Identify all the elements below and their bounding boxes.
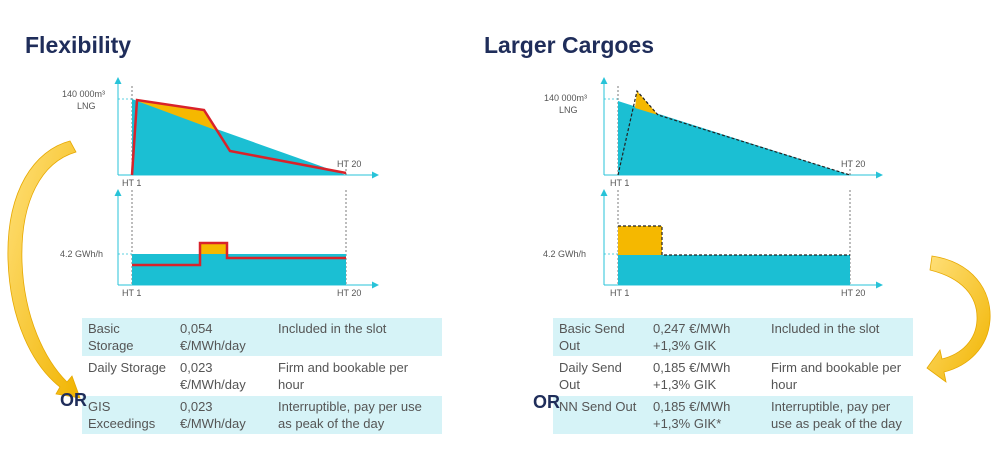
table-row: Daily Storage 0,023 €/MWh/day Firm and b… xyxy=(82,356,442,396)
left-or-label: OR xyxy=(60,390,87,410)
row-name: Basic Storage xyxy=(82,317,174,357)
right-rate-chart: 4.2 GWh/h HT 1 HT 20 xyxy=(543,189,883,298)
left-volume-unit: LNG xyxy=(77,101,96,111)
right-bottom-ht-end: HT 20 xyxy=(841,288,865,298)
left-volume-label: 140 000m³ xyxy=(62,89,105,99)
row-desc: Firm and bookable per hour xyxy=(771,360,902,392)
table-row: Basic Storage 0,054 €/MWh/day Included i… xyxy=(82,317,442,357)
table-row: Daily Send Out 0,185 €/MWh +1,3% GIK Fir… xyxy=(553,356,913,396)
left-bottom-ht-start: HT 1 xyxy=(122,288,141,298)
right-top-dashed-line xyxy=(617,89,851,176)
row-price: 0,023 €/MWh/day xyxy=(180,360,246,392)
row-name: NN Send Out xyxy=(553,395,647,434)
row-name: Basic Send Out xyxy=(553,317,647,357)
row-desc: Included in the slot xyxy=(765,317,913,357)
row-price: 0,023 €/MWh/day xyxy=(174,395,272,434)
left-bottom-red-line xyxy=(132,241,346,267)
left-top-ht-start: HT 1 xyxy=(122,178,141,188)
row-name: Daily Storage xyxy=(88,360,167,375)
row-price: 0,054 €/MWh/day xyxy=(174,317,272,357)
left-curved-arrow-icon xyxy=(7,140,81,399)
right-bottom-orange-area xyxy=(618,226,662,255)
left-top-ht-end: HT 20 xyxy=(337,159,361,169)
left-top-orange-area xyxy=(137,101,218,131)
left-bottom-orange-area xyxy=(200,243,227,254)
right-pricing-table: Basic Send Out 0,247 €/MWh +1,3% GIK Inc… xyxy=(553,317,913,434)
row-name: Daily Send Out xyxy=(559,360,622,392)
row-desc: Interruptible, pay per use as peak of th… xyxy=(765,395,913,434)
left-rate-label: 4.2 GWh/h xyxy=(60,249,103,259)
right-curved-arrow-icon xyxy=(926,255,991,383)
right-top-cyan-area xyxy=(618,101,850,175)
right-rate-label: 4.2 GWh/h xyxy=(543,249,586,259)
flexibility-title: Flexibility xyxy=(25,32,132,58)
table-row: GIS Exceedings 0,023 €/MWh/day Interrupt… xyxy=(82,395,442,434)
left-top-red-line xyxy=(130,98,347,176)
row-price: 0,185 €/MWh +1,3% GIK* xyxy=(647,395,765,434)
right-volume-label: 140 000m³ xyxy=(544,93,587,103)
right-or-label: OR xyxy=(533,392,560,412)
right-volume-chart: 140 000m³ LNG HT 1 HT 20 xyxy=(544,77,883,188)
right-top-orange-area xyxy=(635,91,658,115)
row-desc: Included in the slot xyxy=(272,317,442,357)
row-price: 0,247 €/MWh +1,3% GIK xyxy=(647,317,765,357)
right-bottom-ht-start: HT 1 xyxy=(610,288,629,298)
table-row: Basic Send Out 0,247 €/MWh +1,3% GIK Inc… xyxy=(553,317,913,357)
right-top-ht-end: HT 20 xyxy=(841,159,865,169)
row-price: 0,185 €/MWh +1,3% GIK xyxy=(653,360,731,392)
left-volume-chart: 140 000m³ LNG HT 1 HT 20 xyxy=(62,77,379,188)
left-rate-chart: 4.2 GWh/h HT 1 HT 20 xyxy=(60,189,379,298)
left-pricing-table: Basic Storage 0,054 €/MWh/day Included i… xyxy=(82,317,442,434)
left-bottom-ht-end: HT 20 xyxy=(337,288,361,298)
row-name: GIS Exceedings xyxy=(82,395,174,434)
row-desc: Interruptible, pay per use as peak of th… xyxy=(272,395,442,434)
larger-cargoes-title: Larger Cargoes xyxy=(484,32,655,58)
right-top-ht-start: HT 1 xyxy=(610,178,629,188)
right-bottom-dashed-line xyxy=(618,225,850,256)
right-volume-unit: LNG xyxy=(559,105,578,115)
right-bottom-cyan-area xyxy=(618,255,850,285)
row-desc: Firm and bookable per hour xyxy=(278,360,409,392)
table-row: NN Send Out 0,185 €/MWh +1,3% GIK* Inter… xyxy=(553,395,913,434)
